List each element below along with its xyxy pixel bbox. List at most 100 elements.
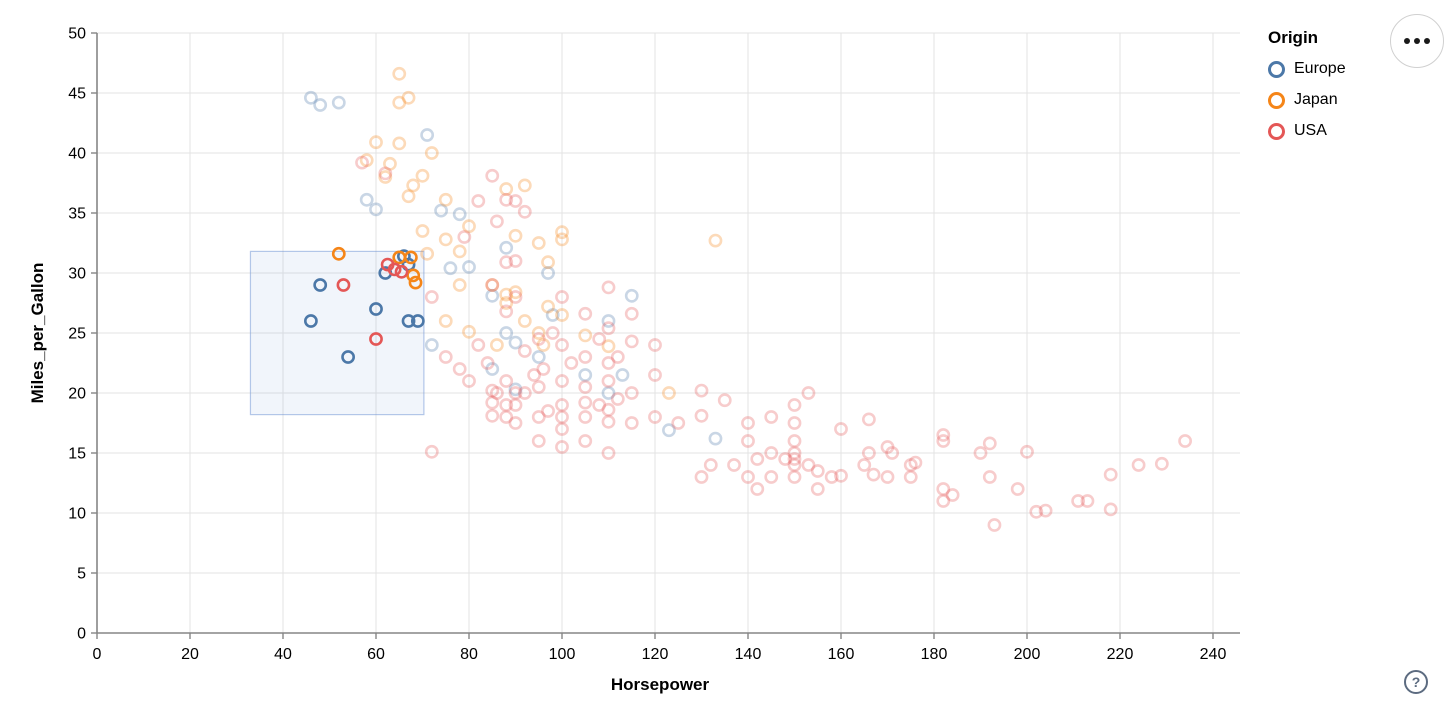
point-japan xyxy=(403,250,418,265)
point-europe xyxy=(434,203,448,218)
point-usa xyxy=(499,374,514,388)
point-usa xyxy=(462,374,476,388)
point-usa xyxy=(787,458,802,472)
legend-entry-europe: Europe xyxy=(1268,60,1346,78)
point-usa xyxy=(508,386,523,400)
point-usa xyxy=(671,416,686,430)
point-europe xyxy=(485,288,500,303)
point-japan xyxy=(485,278,500,292)
point-usa xyxy=(727,458,741,472)
point-usa xyxy=(508,290,523,304)
point-usa xyxy=(787,434,802,448)
point-usa xyxy=(624,416,639,430)
x-tick-label: 20 xyxy=(181,646,199,663)
point-usa xyxy=(936,434,951,448)
x-tick-label: 140 xyxy=(735,646,762,663)
brush-selection[interactable] xyxy=(249,250,425,416)
point-europe xyxy=(499,240,514,255)
point-usa xyxy=(531,332,546,346)
point-usa xyxy=(1010,482,1025,496)
point-japan xyxy=(541,299,555,314)
point-usa xyxy=(694,470,709,484)
point-japan xyxy=(401,90,416,105)
point-usa xyxy=(1071,494,1086,508)
point-usa xyxy=(369,332,383,346)
point-japan xyxy=(531,236,546,250)
legend-label: Europe xyxy=(1294,60,1346,77)
point-japan xyxy=(359,153,374,168)
point-europe xyxy=(369,202,383,217)
point-usa xyxy=(424,444,439,459)
point-europe xyxy=(462,260,476,274)
point-usa xyxy=(787,470,802,484)
point-usa xyxy=(517,344,532,358)
point-europe xyxy=(508,382,523,397)
x-tick-label: 220 xyxy=(1107,646,1134,663)
y-tick-label: 45 xyxy=(68,86,86,103)
point-europe xyxy=(401,314,416,328)
point-usa xyxy=(508,398,523,412)
point-japan xyxy=(536,338,551,352)
legend-label: Japan xyxy=(1294,91,1338,108)
point-japan xyxy=(392,66,407,81)
point-usa xyxy=(578,395,593,410)
point-japan xyxy=(555,308,569,322)
point-japan xyxy=(517,314,532,328)
point-europe xyxy=(359,192,374,207)
point-usa xyxy=(555,290,569,304)
point-europe xyxy=(443,261,458,276)
point-japan xyxy=(499,296,514,310)
point-japan xyxy=(406,268,421,283)
x-tick-label: 80 xyxy=(460,646,478,663)
point-usa xyxy=(810,482,825,496)
point-usa xyxy=(787,416,802,430)
point-usa xyxy=(903,458,918,472)
point-japan xyxy=(415,224,430,238)
point-usa xyxy=(592,332,607,346)
point-usa xyxy=(624,386,639,400)
point-usa xyxy=(787,452,802,466)
point-usa xyxy=(982,470,997,484)
point-usa xyxy=(694,383,709,398)
ellipsis-icon xyxy=(1404,38,1410,44)
point-japan xyxy=(508,228,523,243)
point-japan xyxy=(489,338,504,352)
point-europe xyxy=(708,431,723,446)
point-usa xyxy=(741,470,755,484)
point-usa xyxy=(601,446,616,460)
point-usa xyxy=(973,446,988,460)
ellipsis-icon xyxy=(1414,38,1420,44)
point-europe xyxy=(410,314,425,328)
point-usa xyxy=(499,410,514,424)
point-japan xyxy=(369,135,383,150)
point-usa xyxy=(750,452,765,466)
point-europe xyxy=(369,302,383,316)
point-usa xyxy=(764,410,779,424)
point-usa xyxy=(336,278,351,292)
point-usa xyxy=(624,306,639,321)
point-europe xyxy=(485,362,500,376)
point-usa xyxy=(601,414,616,429)
point-japan xyxy=(438,232,453,247)
point-usa xyxy=(936,494,951,508)
point-japan xyxy=(406,178,421,193)
point-usa xyxy=(499,398,514,412)
japan-point-icon xyxy=(1268,91,1285,109)
ellipsis-icon xyxy=(1424,38,1430,44)
y-tick-label: 40 xyxy=(68,146,86,163)
point-usa xyxy=(1103,502,1118,517)
point-usa xyxy=(648,368,662,382)
point-usa xyxy=(601,356,616,370)
legend-label: USA xyxy=(1294,122,1327,139)
point-usa xyxy=(499,304,514,319)
help-button[interactable]: ? xyxy=(1404,670,1428,694)
point-europe xyxy=(531,350,546,364)
more-options-button[interactable] xyxy=(1390,14,1444,68)
point-usa xyxy=(1103,467,1118,482)
point-europe xyxy=(601,314,616,328)
point-usa xyxy=(578,380,593,394)
point-usa xyxy=(648,410,662,424)
legend-entry-japan: Japan xyxy=(1268,91,1346,109)
point-usa xyxy=(648,338,662,352)
